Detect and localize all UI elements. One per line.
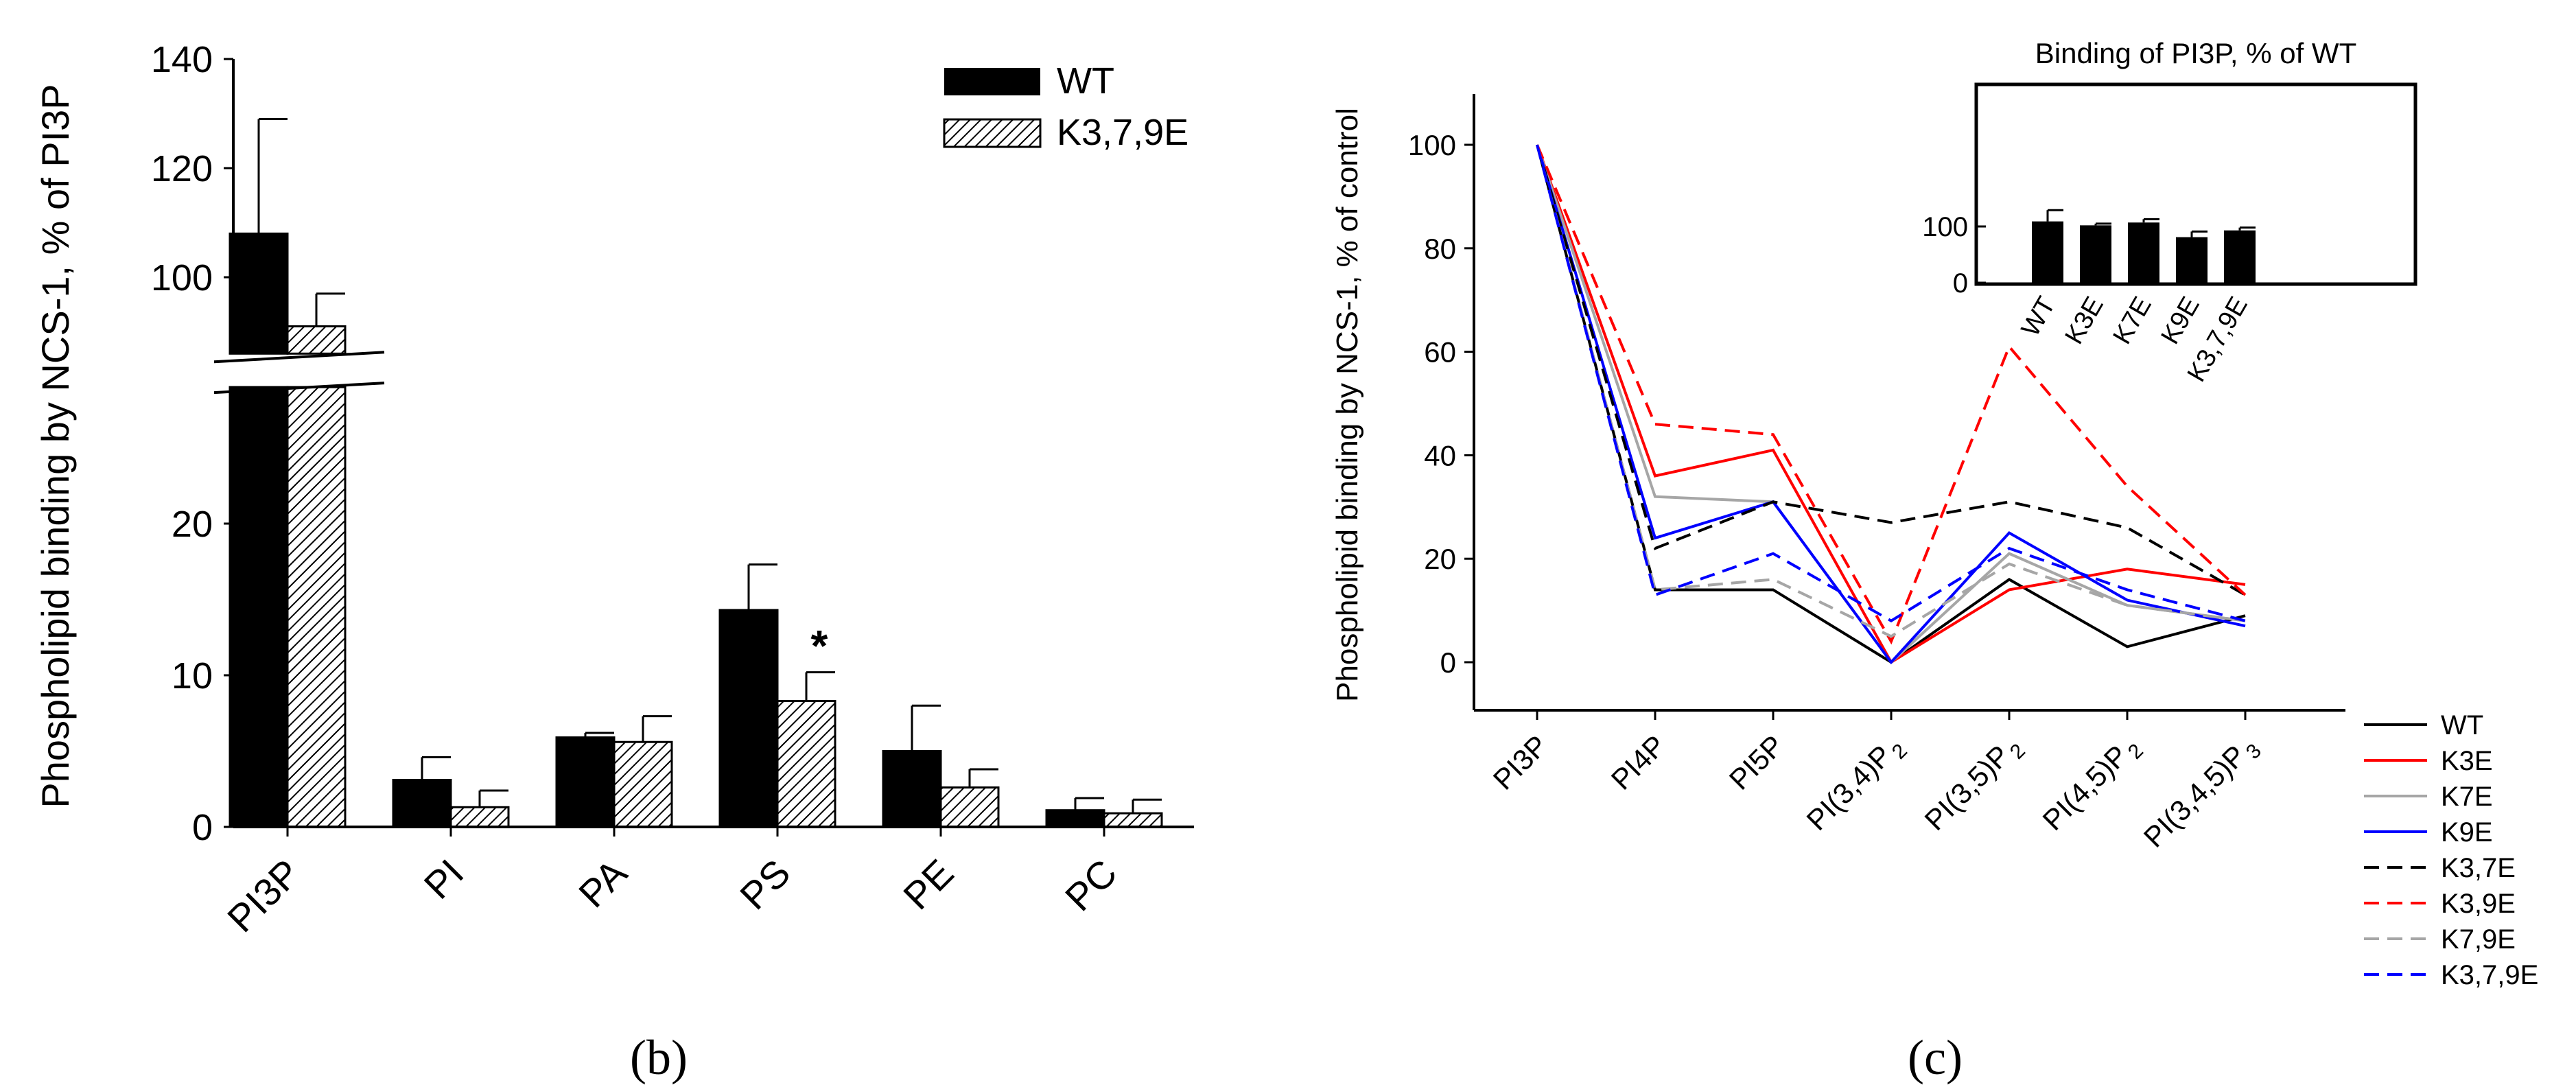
bar-k3-7-9e-pi3p-lower (286, 386, 347, 828)
inset-x-tick-label-k3e: K3E (2060, 292, 2109, 349)
line-k7-9e (1536, 144, 2246, 638)
c-y-tick-label-60: 60 (1424, 336, 1456, 369)
bar-k3-7-9e-pe (939, 786, 1000, 828)
bar-k3-7-9e-pa (613, 740, 673, 828)
legend-label-k3-7-9e: K3,7,9E (2441, 960, 2538, 990)
inset-x-tick-label-k7e: K7E (2108, 292, 2157, 349)
c-x-tick-label-pi-3-4-p: PI(3,4)P2 (1801, 729, 1912, 840)
axis-break-gap (213, 355, 597, 386)
y-tick-label-140: 140 (151, 39, 213, 80)
legend-label-k3-7e: K3,7E (2441, 853, 2516, 883)
legend-swatch-k379e (943, 118, 1042, 148)
c-y-tick-label-100: 100 (1408, 129, 1456, 161)
inset-y-tick-label-0: 0 (1953, 268, 1968, 299)
bar-k3-7-9e-ps (776, 700, 836, 828)
bar-chart-b: PI3P PI PA PS PE PC 0 10 20 100 120 140 Phospholipi… (34, 39, 1194, 1085)
y-tick-label-120: 120 (151, 148, 213, 189)
legend-label-k7e: K7E (2441, 782, 2493, 812)
c-x-tick-label-pi-3-4-5-p: PI(3,4,5)P3 (2138, 729, 2266, 857)
legend-label-k3-9e: K3,9E (2441, 889, 2516, 919)
c-y-tick-label-40: 40 (1424, 439, 1456, 471)
c-y-tick-label-80: 80 (1424, 233, 1456, 265)
line-chart-c: 0 20 40 60 80 100 PI3P PI4P PI5P PI(3,4)P2 PI(3,5)… (1331, 37, 2538, 1085)
y-tick-label-0: 0 (192, 807, 213, 848)
legend-label-wt: WT (1057, 60, 1114, 102)
inset-bar-k3-7-9e (2224, 230, 2256, 283)
x-tick-label-ps: PS (731, 851, 798, 917)
c-x-tick-label-pi-4-5-p: PI(4,5)P2 (2037, 729, 2148, 840)
line-k3-7e (1536, 144, 2246, 596)
bar-wt-pi3p-lower (229, 386, 289, 828)
y-tick-label-20: 20 (172, 504, 213, 545)
y-axis-label-b: Phospholipid binding by NCS-1, % of PI3P (34, 84, 77, 808)
panel-label-c: (c) (1908, 1030, 1963, 1085)
x-tick-label-pi3p: PI3P (219, 851, 308, 940)
legend-label-k379e: K3,7,9E (1057, 112, 1189, 153)
x-tick-label-pe: PE (895, 851, 961, 917)
bar-wt-pe (882, 750, 942, 828)
inset-title: Binding of PI3P, % of WT (2035, 37, 2356, 69)
significance-asterisk: * (811, 621, 828, 670)
inset-x-tick-label-wt: WT (2016, 292, 2061, 342)
bar-wt-pc (1045, 809, 1105, 828)
y-tick-label-100: 100 (151, 257, 213, 299)
legend-label-k3e: K3E (2441, 746, 2493, 776)
line-k3-7-9e (1536, 144, 2246, 623)
inset-y-tick-label-100: 100 (1922, 212, 1968, 242)
panel-label-b: (b) (630, 1030, 688, 1085)
c-x-tick-label-pi4p: PI4P (1605, 729, 1672, 796)
legend-label-k7-9e: K7,9E (2441, 924, 2516, 955)
c-x-tick-label-pi3p: PI3P (1487, 729, 1554, 796)
bar-wt-ps (718, 609, 779, 828)
inset-bar-chart: Binding of PI3P, % of WT 0 100 WTK3EK7EK9E… (1922, 37, 2417, 387)
bar-k3-7-9e-pi (449, 806, 510, 828)
axis-break-line-bottom (213, 382, 385, 395)
inset-bar-k9e (2176, 237, 2208, 283)
c-y-tick-label-20: 20 (1424, 543, 1456, 575)
legend-label-wt: WT (2441, 710, 2483, 740)
legend-label-k9e: K9E (2441, 817, 2493, 848)
x-tick-label-pa: PA (570, 850, 635, 915)
y-axis-label-c: Phospholipid binding by NCS-1, % of cont… (1331, 108, 1364, 702)
inset-bar-k3e (2080, 225, 2111, 283)
x-tick-label-pi: PI (416, 851, 472, 907)
x-tick-label-pc: PC (1057, 851, 1125, 920)
y-tick-label-10: 10 (172, 655, 213, 697)
line-k9e (1536, 144, 2246, 665)
axis-break-line-top (213, 351, 385, 364)
bar-wt-pa (555, 736, 616, 828)
line-k3-9e (1536, 144, 2247, 645)
inset-x-tick-label-k9e: K9E (2156, 292, 2205, 349)
bar-wt-pi (392, 778, 452, 828)
bar-k3-7-9e-pi3p (286, 325, 347, 355)
inset-bar-wt (2032, 221, 2063, 283)
c-y-tick-label-0: 0 (1440, 646, 1456, 679)
bar-wt-pi3p (229, 232, 289, 355)
bar-k3-7-9e-pc (1103, 812, 1163, 828)
inset-bar-k7e (2128, 222, 2159, 283)
c-x-tick-label-pi-3-5-p: PI(3,5)P2 (1919, 729, 2030, 840)
legend-swatch-wt (944, 68, 1040, 95)
c-x-tick-label-pi5p: PI5P (1723, 729, 1790, 796)
